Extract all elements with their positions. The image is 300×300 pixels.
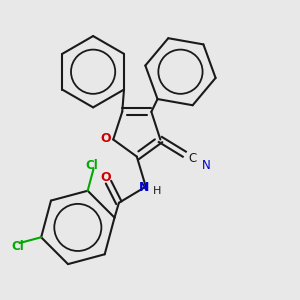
Text: Cl: Cl: [11, 240, 24, 253]
Text: O: O: [101, 132, 111, 145]
Text: C: C: [188, 152, 196, 166]
Text: O: O: [101, 171, 112, 184]
Text: Cl: Cl: [85, 159, 98, 172]
Text: N: N: [202, 159, 211, 172]
Text: N: N: [139, 181, 149, 194]
Text: H: H: [153, 186, 162, 196]
